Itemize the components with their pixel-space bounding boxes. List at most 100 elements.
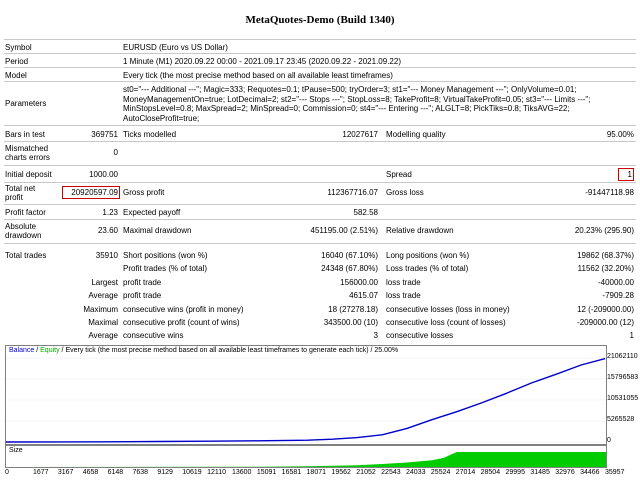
model-value: Every tick (the most precise method base…: [123, 71, 393, 80]
maximal-label: Maximal: [88, 318, 118, 327]
x-tick-label: 24033: [406, 469, 426, 476]
divider: [4, 243, 636, 244]
deposit-label: Initial deposit: [5, 170, 52, 179]
total-trades-value: 35910: [95, 251, 118, 260]
largest-loss-trade-value: -40000.00: [597, 278, 634, 287]
balance-chart: Balance / Equity / Every tick (the most …: [5, 345, 607, 445]
mismatch-label-1: Mismatched: [5, 144, 49, 153]
x-tick-label: 10619: [182, 469, 202, 476]
largest-profit-trade-label: profit trade: [123, 278, 162, 287]
divider: [4, 125, 636, 126]
x-tick-label: 18071: [306, 469, 326, 476]
legend-equity: Equity: [40, 347, 60, 354]
max-consecutive-wins-value: 18 (27278.18): [328, 305, 378, 314]
chart-legend: Balance / Equity / Every tick (the most …: [9, 347, 398, 354]
divider: [4, 53, 636, 54]
profit-trades-value: 24348 (67.80%): [321, 264, 378, 273]
average-profit-trade-label: profit trade: [123, 291, 162, 300]
maximal-consecutive-profit-value: 343500.00 (10): [323, 318, 378, 327]
symbol-label: Symbol: [5, 43, 32, 52]
bars-value: 369751: [91, 130, 118, 139]
profit-factor-label: Profit factor: [5, 208, 46, 217]
y-tick-label: 15796583: [607, 374, 639, 381]
x-tick-label: 4658: [82, 469, 99, 476]
period-label: Period: [5, 57, 29, 66]
x-tick-label: 28504: [480, 469, 501, 476]
x-tick-label: 3167: [57, 469, 74, 476]
maximal-consecutive-loss-label: consecutive loss (count of losses): [386, 318, 506, 327]
quality-value: 95.00%: [606, 130, 634, 139]
long-positions-label: Long positions (won %): [386, 251, 470, 260]
size-area: [6, 452, 606, 467]
relative-drawdown-label: Relative drawdown: [386, 226, 454, 235]
x-tick-label: 15091: [256, 469, 277, 476]
profit-factor-value: 1.23: [102, 208, 118, 217]
profit-trades-label: Profit trades (% of total): [123, 264, 208, 273]
expected-payoff-label: Expected payoff: [123, 208, 181, 217]
x-tick-label: 16581: [281, 469, 302, 476]
spread-label: Spread: [386, 170, 412, 179]
average-consecutive-wins-label: consecutive wins: [123, 331, 184, 340]
divider: [4, 204, 636, 205]
max-consecutive-losses-label: consecutive losses (loss in money): [386, 305, 510, 314]
y-tick-label: 5265528: [607, 416, 635, 423]
short-positions-value: 16040 (67.10%): [321, 251, 378, 260]
largest-profit-trade-value: 156000.00: [340, 278, 378, 287]
long-positions-value: 19862 (68.37%): [577, 251, 634, 260]
x-tick-label: 31485: [530, 469, 550, 476]
relative-drawdown-value: 20.23% (295.90): [574, 226, 634, 235]
net-profit-label-2: profit: [5, 193, 23, 202]
mismatch-value: 0: [113, 148, 118, 157]
balance-series-line: [6, 357, 606, 443]
x-tick-label: 0: [5, 469, 9, 476]
x-tick-label: 13600: [231, 469, 252, 476]
gross-loss-label: Gross loss: [386, 188, 424, 197]
divider: [4, 165, 636, 166]
quality-label: Modelling quality: [386, 130, 446, 139]
legend-separator: /: [34, 347, 41, 354]
y-tick-label: 21062110: [607, 353, 638, 360]
average-consecutive-losses-label: consecutive losses: [386, 331, 454, 340]
gross-profit-label: Gross profit: [123, 188, 165, 197]
absolute-drawdown-label-2: drawdown: [5, 231, 42, 240]
average-profit-trade-value: 4615.07: [349, 291, 378, 300]
average-consecutive-losses-value: 1: [629, 331, 634, 340]
report-title: MetaQuotes-Demo (Build 1340): [245, 14, 395, 26]
maximal-consecutive-loss-value: -209000.00 (12): [577, 318, 634, 327]
divider: [4, 81, 636, 82]
max-consecutive-wins-label: consecutive wins (profit in money): [123, 305, 244, 314]
absolute-drawdown-value: 23.60: [97, 226, 118, 235]
parameters-label: Parameters: [5, 99, 47, 108]
largest-label: Largest: [91, 278, 118, 287]
divider: [4, 39, 636, 40]
gross-profit-value: 112367716.07: [327, 188, 378, 197]
maximal-drawdown-label: Maximal drawdown: [123, 226, 192, 235]
x-tick-label: 25524: [430, 469, 451, 476]
legend-description: / Every tick (the most precise method ba…: [59, 347, 399, 354]
model-label: Model: [5, 71, 27, 80]
size-panel: Size: [5, 445, 607, 468]
loss-trades-label: Loss trades (% of total): [386, 264, 469, 273]
average-label: Average: [88, 291, 118, 300]
x-tick-label: 9129: [157, 469, 173, 476]
divider: [4, 67, 636, 68]
x-tick-label: 21052: [356, 469, 376, 476]
maximum-label: Maximum: [83, 305, 118, 314]
x-tick-label: 27014: [455, 469, 476, 476]
size-label: Size: [9, 447, 23, 454]
gross-loss-value: -91447118.98: [585, 188, 634, 197]
average-loss-trade-label: loss trade: [386, 291, 421, 300]
x-tick-label: 1677: [32, 469, 49, 476]
total-trades-label: Total trades: [5, 251, 47, 260]
largest-loss-trade-label: loss trade: [386, 278, 421, 287]
maximal-consecutive-profit-label: consecutive profit (count of wins): [123, 318, 240, 327]
average-consecutive-label: Average: [88, 331, 118, 340]
net-profit-label-1: Total net: [5, 184, 36, 193]
max-consecutive-losses-value: 12 (-209000.00): [577, 305, 634, 314]
bars-label: Bars in test: [5, 130, 46, 139]
symbol-value: EURUSD (Euro vs US Dollar): [123, 43, 228, 52]
x-tick-label: 12110: [207, 469, 227, 476]
x-tick-label: 19562: [331, 469, 351, 476]
ticks-label: Ticks modelled: [123, 130, 177, 139]
parameters-value: st0="--- Additional ---"; Magic=333; Req…: [123, 85, 591, 123]
